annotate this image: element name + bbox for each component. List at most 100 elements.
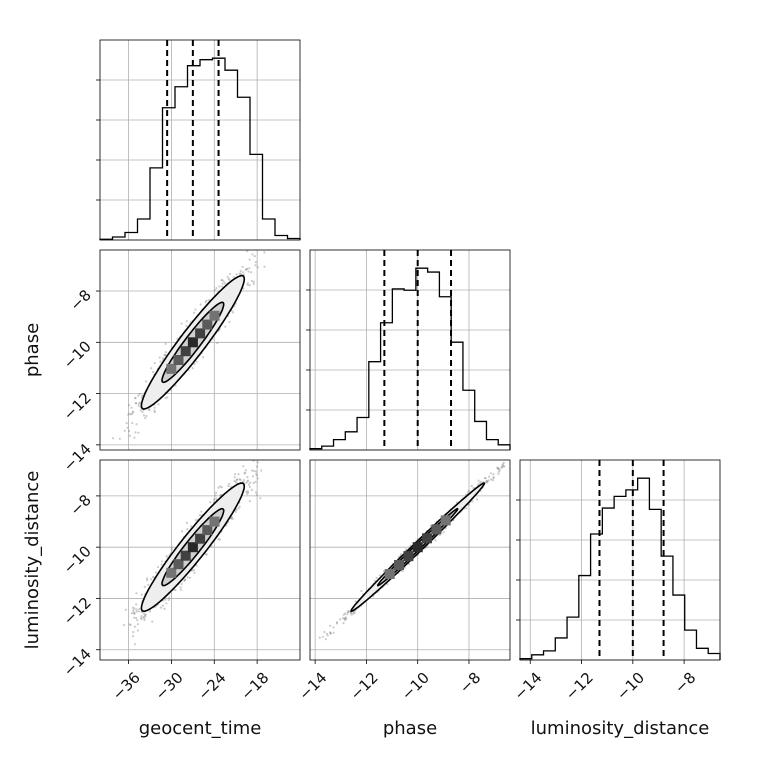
density-block [440, 515, 451, 526]
sample-point [228, 278, 231, 281]
sample-point [246, 480, 249, 483]
sample-point [429, 524, 432, 528]
sample-point [497, 470, 500, 473]
x-tick-label: −10 [613, 669, 648, 704]
sample-point [163, 353, 167, 356]
sample-point [231, 517, 234, 521]
x-tick-label: −12 [562, 669, 597, 704]
sample-point [250, 469, 254, 472]
x-axis-label-geocent_time: geocent_time [139, 718, 262, 739]
sample-point [140, 617, 143, 621]
sample-point [204, 301, 207, 304]
sample-point [250, 488, 253, 491]
sample-point [475, 498, 479, 501]
sample-point [137, 402, 140, 405]
density-block [412, 542, 423, 553]
sample-point [492, 479, 495, 482]
density-block [187, 337, 198, 348]
sample-point [263, 251, 266, 254]
sample-point [221, 279, 224, 282]
sample-point [248, 267, 251, 270]
sample-point [153, 361, 156, 365]
sample-point [228, 272, 232, 276]
sample-point [233, 476, 236, 479]
sample-point [245, 481, 248, 484]
sample-point [136, 619, 139, 622]
sample-point [215, 287, 218, 290]
sample-point [235, 508, 238, 511]
sample-point [246, 283, 249, 287]
sample-point [165, 555, 168, 558]
y-tick-label: −10 [60, 542, 95, 577]
sample-point [148, 408, 151, 412]
sample-point [260, 242, 262, 244]
sample-point [261, 453, 263, 455]
sample-point [252, 280, 255, 283]
sample-point [224, 325, 227, 328]
sample-point [386, 583, 389, 586]
y-tick-label: −10 [60, 337, 95, 372]
sample-point [335, 622, 339, 625]
sample-point [254, 261, 257, 264]
sample-point [323, 630, 326, 634]
sample-point [136, 629, 139, 632]
x-tick-label: −18 [237, 669, 272, 704]
sample-point [132, 609, 135, 612]
sample-point [186, 528, 189, 531]
sample-point [144, 613, 147, 616]
sample-point [218, 538, 221, 541]
sample-point [321, 635, 325, 638]
sample-point [168, 596, 171, 599]
joint-frame [99, 459, 301, 661]
sample-point [219, 485, 222, 488]
sample-point [232, 311, 235, 314]
sample-point [485, 480, 488, 483]
sample-point [143, 617, 146, 620]
joint-content [318, 460, 506, 641]
sample-point [256, 461, 259, 464]
sample-point [399, 553, 403, 556]
sample-point [212, 498, 216, 501]
sample-point [345, 617, 348, 620]
sample-point [484, 477, 487, 480]
sample-point [248, 284, 251, 287]
sample-point [202, 356, 205, 359]
x-tick-label: −8 [456, 669, 484, 697]
density-block [209, 516, 220, 527]
y-tick-label: −14 [60, 645, 95, 680]
sample-point [153, 411, 156, 414]
sample-point [140, 394, 144, 397]
sample-point [153, 406, 156, 409]
sample-point [235, 481, 238, 484]
sample-point [354, 600, 357, 603]
sample-point [465, 507, 468, 510]
y-tick-label: −14 [60, 440, 95, 475]
sample-point [256, 465, 259, 468]
sample-point [126, 426, 129, 429]
sample-point [235, 478, 238, 481]
sample-point [260, 469, 263, 472]
sample-point [378, 574, 381, 577]
sample-point [250, 271, 253, 274]
density-block [166, 567, 177, 578]
sample-point [131, 411, 134, 414]
sample-point [151, 620, 154, 623]
sample-point [220, 279, 223, 282]
sample-point [133, 607, 136, 610]
sample-point [344, 616, 347, 619]
sample-point [136, 623, 139, 626]
sample-point [239, 272, 242, 275]
sample-point [199, 303, 202, 306]
sample-point [135, 616, 138, 620]
sample-point [267, 236, 269, 238]
sample-point [230, 516, 234, 519]
sample-point [204, 553, 207, 556]
sample-point [133, 436, 136, 439]
sample-point [350, 613, 353, 616]
sample-point [221, 285, 224, 288]
x-tick-label: −10 [398, 669, 433, 704]
sample-point [134, 431, 137, 434]
sample-point [502, 465, 505, 468]
sample-point [318, 636, 321, 639]
sample-point [238, 478, 241, 481]
